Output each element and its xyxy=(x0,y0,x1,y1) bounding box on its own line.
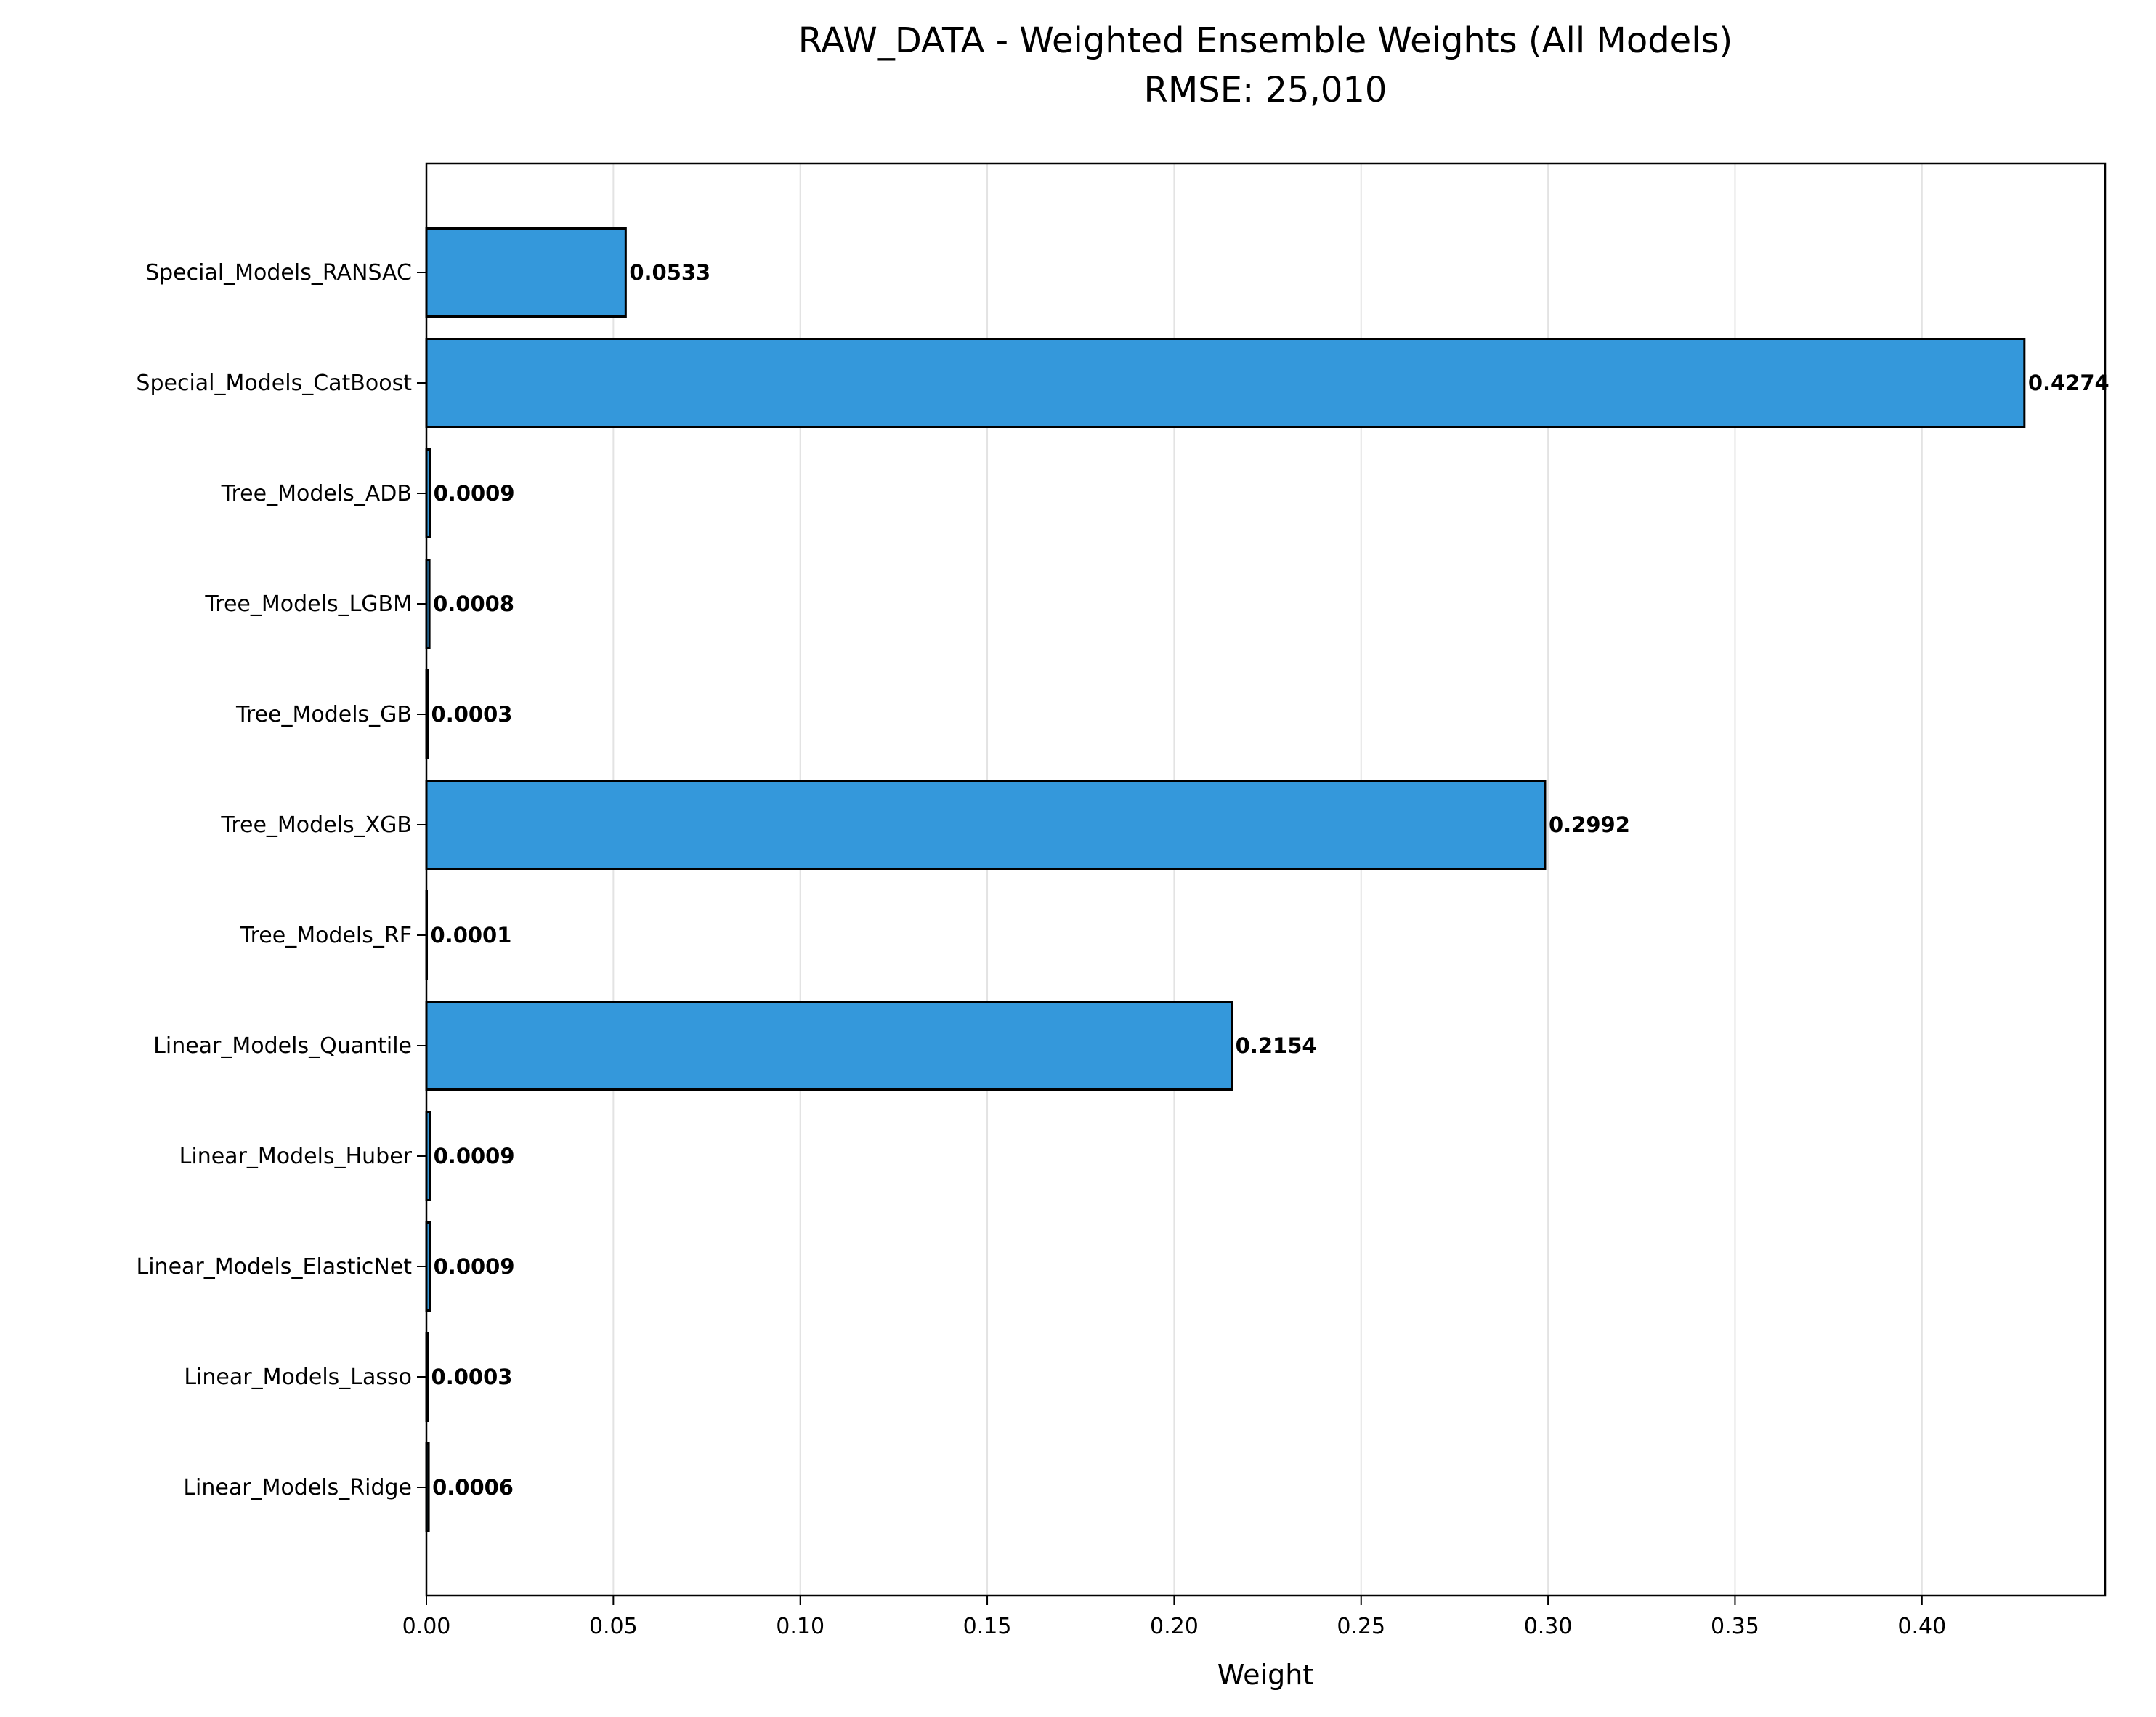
y-tick-label: Tree_Models_GB xyxy=(235,702,412,727)
bar xyxy=(425,227,627,318)
y-tick-label: Tree_Models_ADB xyxy=(221,481,412,506)
x-tick-label: 0.25 xyxy=(1337,1614,1385,1639)
data-label: 0.0009 xyxy=(434,481,515,506)
y-tick-label: Linear_Models_Huber xyxy=(179,1144,413,1169)
chart-subtitle: RMSE: 25,010 xyxy=(1144,70,1387,110)
data-label: 0.0533 xyxy=(629,260,710,285)
y-tick-label: Linear_Models_Quantile xyxy=(153,1033,412,1059)
x-tick-label: 0.15 xyxy=(963,1614,1012,1639)
data-label: 0.0009 xyxy=(434,1254,515,1279)
data-label: 0.0003 xyxy=(431,702,513,727)
plot-frame xyxy=(425,162,2107,1597)
x-tick-label: 0.00 xyxy=(402,1614,451,1639)
x-tick-label: 0.30 xyxy=(1524,1614,1573,1639)
chart-title: RAW_DATA - Weighted Ensemble Weights (Al… xyxy=(798,20,1733,61)
y-axis-ticks: Special_Models_RANSAC Special_Models_CatB… xyxy=(136,260,426,1500)
data-label: 0.2992 xyxy=(1549,812,1630,837)
y-tick-label: Linear_Models_Lasso xyxy=(184,1365,412,1390)
x-tick-label: 0.05 xyxy=(589,1614,638,1639)
data-label: 0.0003 xyxy=(431,1365,513,1389)
x-tick-label: 0.40 xyxy=(1897,1614,1946,1639)
data-label: 0.0009 xyxy=(434,1144,515,1168)
x-tick-label: 0.20 xyxy=(1150,1614,1199,1639)
x-tick-label: 0.10 xyxy=(776,1614,824,1639)
y-tick-label: Linear_Models_Ridge xyxy=(183,1475,412,1500)
data-label: 0.0006 xyxy=(432,1475,514,1500)
y-tick-label: Tree_Models_RF xyxy=(240,923,412,948)
data-label: 0.0008 xyxy=(433,591,514,616)
bars: 0.0533 0.4274 0.0009 0.0008 0.0003 0.2992 0.00… xyxy=(425,227,2110,1532)
bar xyxy=(425,338,2026,428)
data-label: 0.0001 xyxy=(431,923,512,948)
x-tick-label: 0.35 xyxy=(1711,1614,1759,1639)
x-axis-ticks: 0.00 0.05 0.10 0.15 0.20 0.25 0.30 0.35 0.40 xyxy=(402,1596,1946,1639)
y-tick-label: Special_Models_CatBoost xyxy=(136,371,412,396)
data-label: 0.2154 xyxy=(1236,1033,1317,1058)
y-tick-label: Tree_Models_LGBM xyxy=(204,591,412,617)
y-tick-label: Tree_Models_XGB xyxy=(220,812,412,838)
x-axis-label: Weight xyxy=(1217,1659,1313,1691)
bar xyxy=(425,1001,1233,1091)
data-label: 0.4274 xyxy=(2028,371,2110,395)
y-tick-label: Linear_Models_ElasticNet xyxy=(137,1254,413,1280)
y-tick-label: Special_Models_RANSAC xyxy=(145,260,412,286)
bar xyxy=(425,780,1547,870)
